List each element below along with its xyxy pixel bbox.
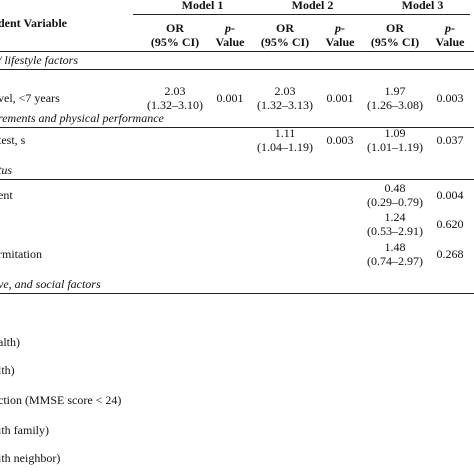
p-head-value: Value bbox=[435, 35, 465, 49]
row-label: ith family) bbox=[0, 423, 49, 437]
rule bbox=[0, 51, 474, 52]
p-value: 0.003 bbox=[436, 91, 464, 105]
section-heading: rements and physical performance bbox=[0, 111, 164, 125]
or-head: OR bbox=[386, 21, 404, 35]
confidence-interval: (0.29–0.79) bbox=[367, 195, 423, 209]
row-label: lth) bbox=[0, 363, 15, 377]
odds-ratio: 2.03 bbox=[274, 84, 296, 98]
odds-ratio: 2.03 bbox=[164, 84, 186, 98]
row-label: rmitation bbox=[0, 247, 42, 261]
rule bbox=[243, 14, 360, 15]
ci-head: (95% CI) bbox=[150, 35, 200, 49]
rule bbox=[133, 14, 250, 15]
confidence-interval: (1.26–3.08) bbox=[367, 98, 423, 112]
row-label: ith neighbor) bbox=[0, 451, 61, 465]
odds-ratio: 0.48 bbox=[384, 181, 406, 195]
ci-head: (95% CI) bbox=[260, 35, 310, 49]
or-head: OR bbox=[276, 21, 294, 35]
row-label: ction (MMSE score < 24) bbox=[0, 393, 122, 407]
row-label: test, s bbox=[0, 133, 26, 147]
row-label: ent bbox=[0, 188, 13, 202]
confidence-interval: (1.32–3.13) bbox=[257, 98, 313, 112]
p-head: p- bbox=[445, 21, 455, 35]
odds-ratio: 1.09 bbox=[384, 126, 406, 140]
row-label: vel, <7 years bbox=[0, 91, 60, 105]
p-head-value: Value bbox=[325, 35, 355, 49]
odds-ratio: 1.48 bbox=[384, 240, 406, 254]
model-title: Model 3 bbox=[401, 0, 444, 12]
rule bbox=[0, 127, 474, 128]
confidence-interval: (0.74–2.97) bbox=[367, 254, 423, 268]
p-value: 0.001 bbox=[326, 91, 354, 105]
row-label: alth) bbox=[0, 335, 20, 349]
header-label: dent Variable bbox=[0, 16, 68, 30]
rule bbox=[0, 69, 474, 70]
confidence-interval: (1.04–1.19) bbox=[257, 140, 313, 154]
odds-ratio: 1.11 bbox=[274, 126, 296, 140]
confidence-interval: (1.01–1.19) bbox=[367, 140, 423, 154]
section-heading: / lifestyle factors bbox=[0, 53, 78, 67]
rule bbox=[353, 14, 470, 15]
odds-ratio: 1.24 bbox=[384, 210, 406, 224]
p-head: p- bbox=[335, 21, 345, 35]
p-head-value: Value bbox=[215, 35, 245, 49]
section-heading: tus bbox=[0, 163, 13, 177]
ci-head: (95% CI) bbox=[370, 35, 420, 49]
p-value: 0.268 bbox=[436, 247, 464, 261]
p-head: p- bbox=[225, 21, 235, 35]
p-value: 0.001 bbox=[216, 91, 244, 105]
model-title: Model 1 bbox=[181, 0, 224, 12]
rule bbox=[0, 179, 474, 180]
rule bbox=[0, 293, 474, 294]
p-value: 0.003 bbox=[326, 133, 354, 147]
confidence-interval: (0.53–2.91) bbox=[367, 224, 423, 238]
model-title: Model 2 bbox=[291, 0, 334, 12]
p-value: 0.037 bbox=[436, 133, 464, 147]
p-value: 0.004 bbox=[436, 188, 464, 202]
section-heading: ve, and social factors bbox=[0, 277, 101, 291]
odds-ratio: 1.97 bbox=[384, 84, 406, 98]
p-value: 0.620 bbox=[436, 217, 464, 231]
confidence-interval: (1.32–3.10) bbox=[147, 98, 203, 112]
or-head: OR bbox=[166, 21, 184, 35]
